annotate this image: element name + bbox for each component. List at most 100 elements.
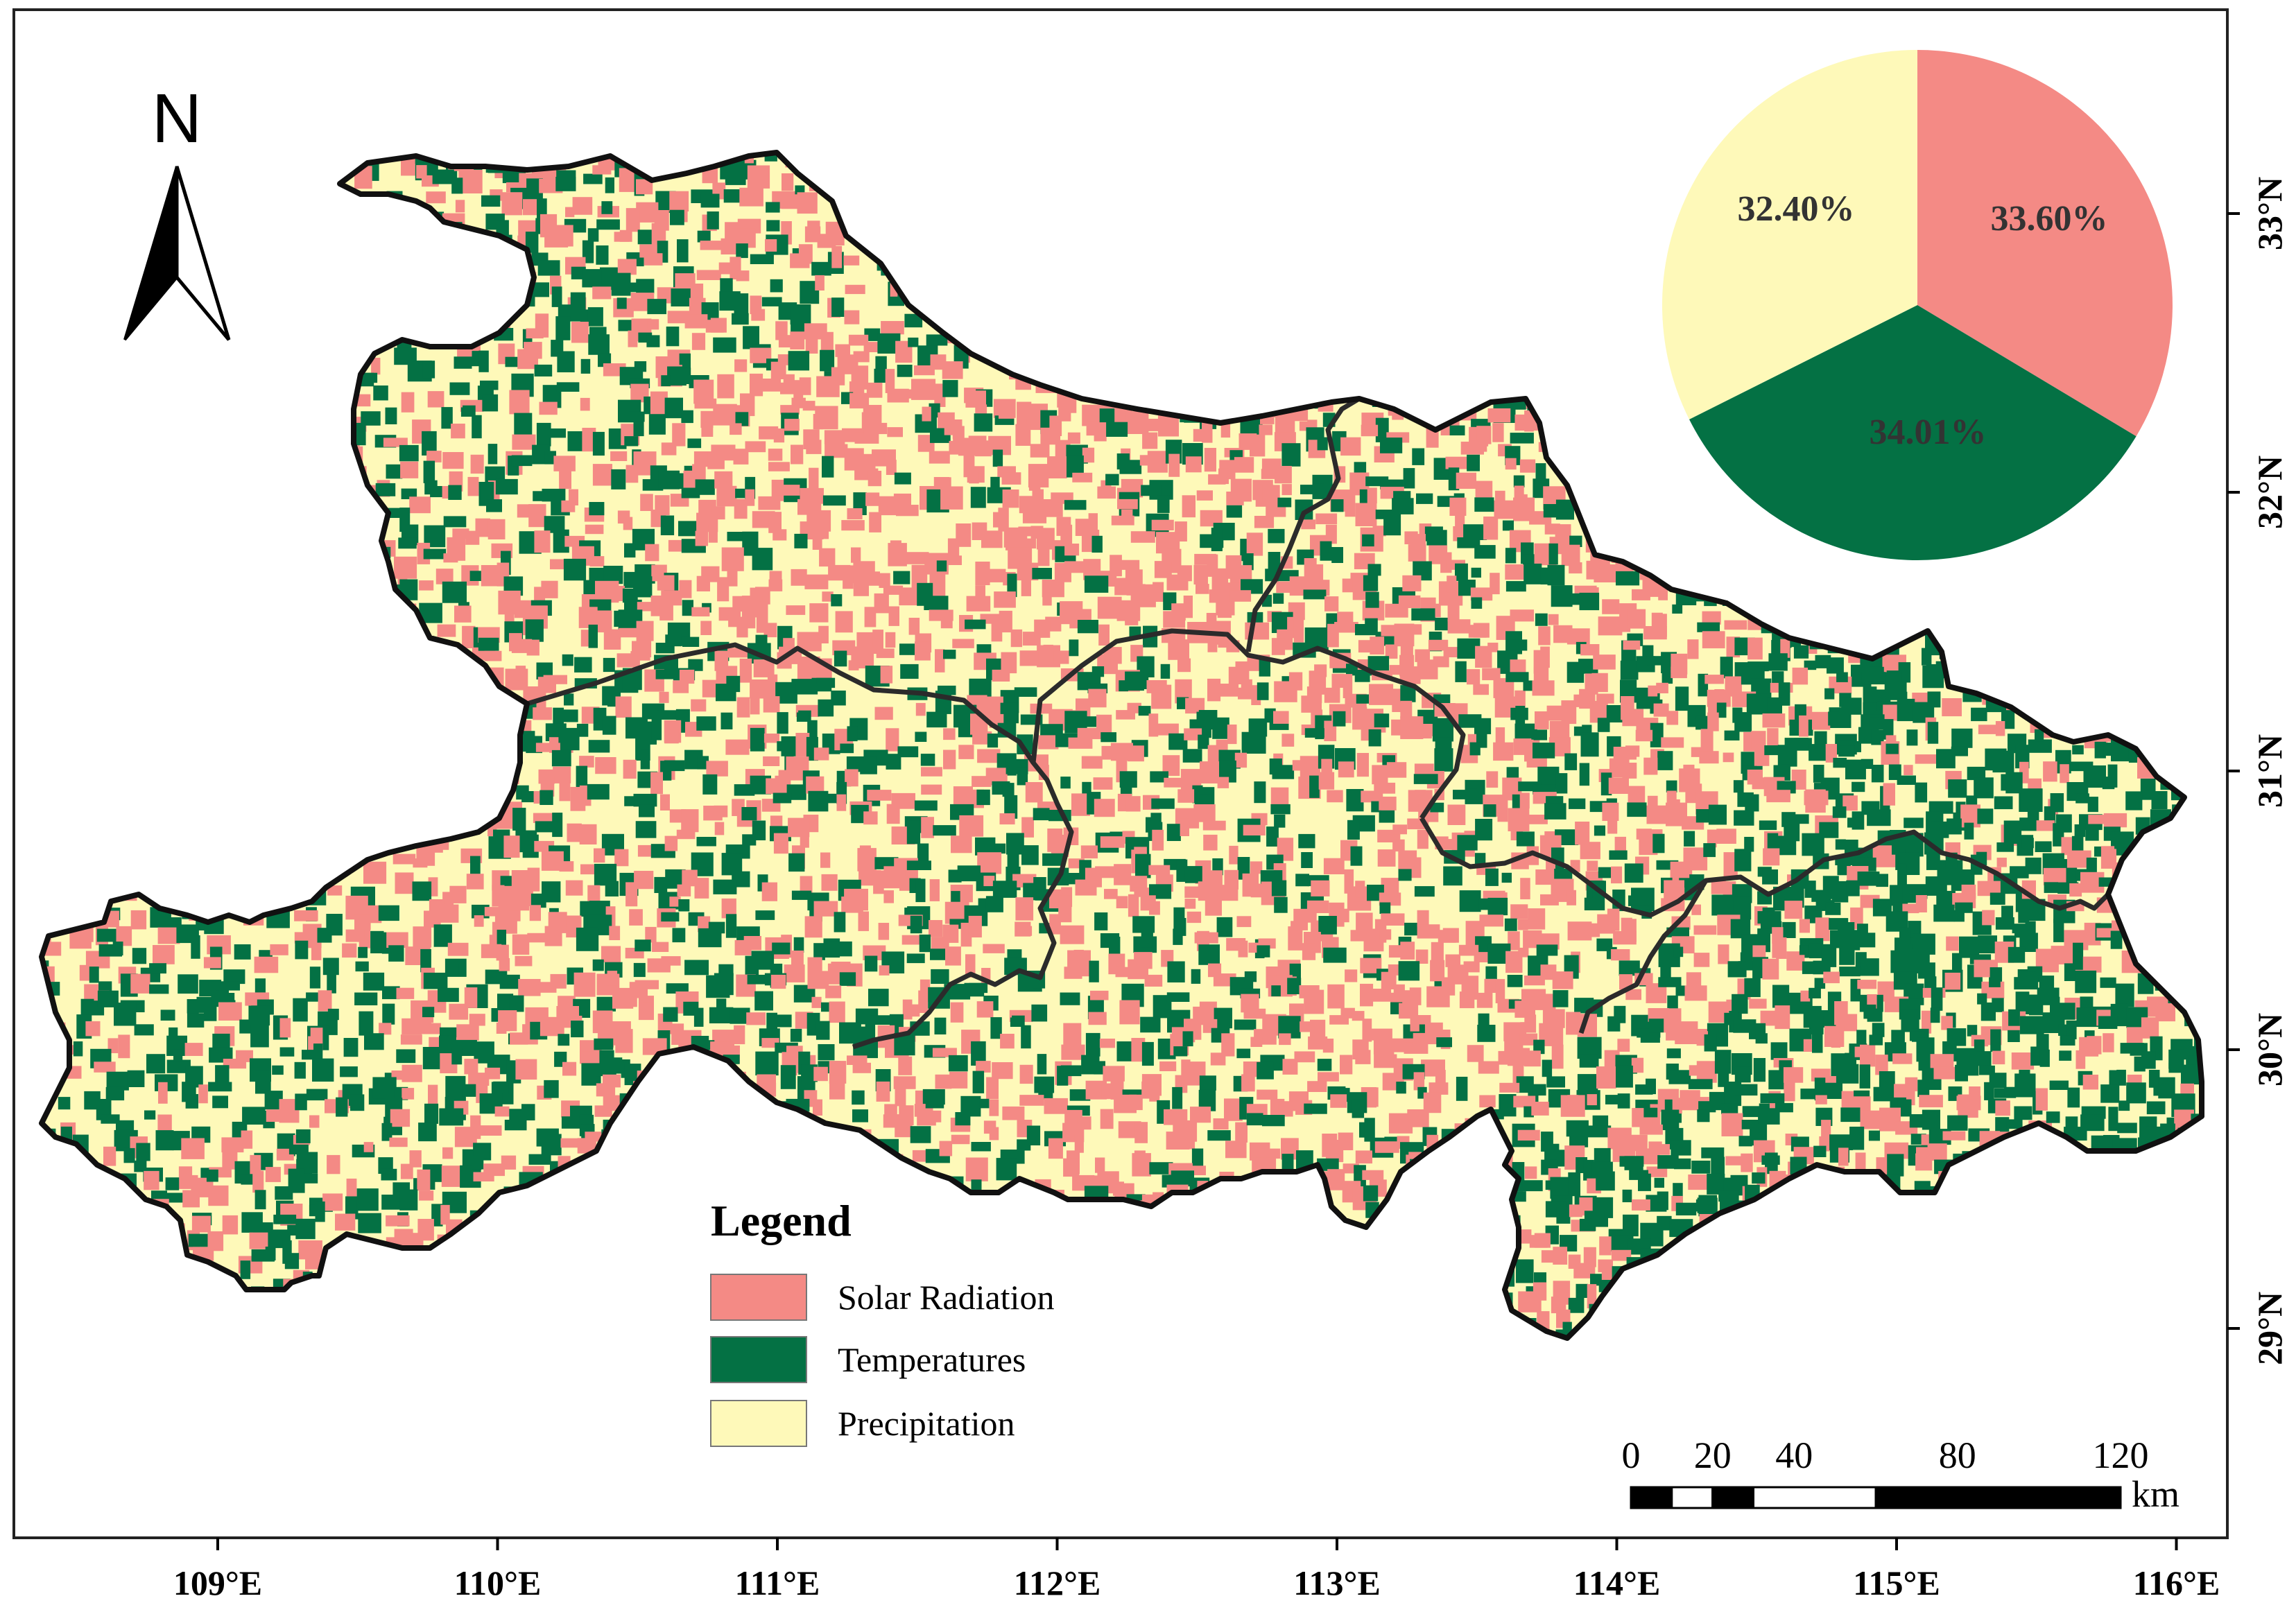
raster-cell: [1128, 745, 1144, 762]
raster-cell: [815, 515, 829, 539]
raster-cell: [773, 833, 788, 854]
raster-cell: [1021, 574, 1031, 596]
raster-cell: [1502, 520, 1514, 531]
raster-cell: [1433, 656, 1449, 668]
raster-cell: [1445, 456, 1469, 469]
raster-cell: [696, 575, 710, 591]
raster-cell: [725, 739, 750, 755]
raster-cell: [449, 382, 470, 395]
raster-cell: [1355, 624, 1376, 636]
raster-cell: [1125, 796, 1141, 812]
raster-cell: [906, 953, 925, 964]
raster-cell: [1381, 913, 1405, 926]
raster-cell: [874, 368, 886, 383]
raster-cell: [945, 946, 961, 966]
raster-cell: [1018, 926, 1033, 936]
raster-cell: [1897, 698, 1915, 722]
raster-cell: [713, 337, 736, 353]
raster-cell: [868, 471, 882, 487]
raster-cell: [1838, 745, 1855, 757]
raster-cell: [866, 382, 883, 398]
raster-cell: [443, 516, 467, 528]
raster-cell: [977, 749, 1001, 763]
raster-cell: [706, 761, 728, 777]
raster-cell: [1861, 759, 1874, 769]
raster-cell: [768, 449, 783, 461]
raster-cell: [1216, 917, 1233, 937]
raster-cell: [821, 874, 838, 891]
raster-cell: [1666, 711, 1679, 725]
raster-cell: [1443, 866, 1462, 886]
raster-cell: [929, 879, 940, 901]
raster-cell: [1824, 688, 1835, 700]
raster-cell: [1697, 622, 1720, 632]
raster-cell: [1104, 889, 1118, 899]
raster-cell: [1082, 447, 1095, 463]
raster-cell: [1548, 543, 1558, 565]
raster-cell: [880, 666, 893, 684]
raster-cell: [721, 547, 744, 571]
raster-cell: [822, 456, 834, 478]
raster-cell: [921, 817, 934, 838]
raster-cell: [1734, 810, 1754, 826]
raster-cell: [1746, 693, 1768, 715]
raster-cell: [1417, 910, 1429, 927]
raster-cell: [1272, 593, 1284, 604]
raster-cell: [422, 361, 435, 379]
raster-cell: [933, 573, 946, 598]
raster-cell: [1815, 917, 1830, 942]
raster-cell: [1345, 494, 1356, 517]
raster-cell: [1762, 869, 1778, 885]
raster-cell: [399, 444, 419, 462]
raster-cell: [1094, 424, 1107, 442]
raster-cell: [636, 621, 654, 641]
raster-cell: [1091, 535, 1103, 553]
raster-cell: [976, 789, 990, 806]
raster-cell: [1666, 780, 1677, 792]
raster-cell: [1257, 945, 1270, 957]
raster-cell: [659, 604, 673, 621]
raster-cell: [1942, 698, 1962, 717]
raster-cell: [1100, 836, 1125, 848]
raster-cell: [1442, 928, 1459, 943]
raster-cell: [1173, 928, 1183, 945]
raster-cell: [526, 328, 544, 339]
raster-cell: [412, 881, 432, 901]
raster-cell: [730, 423, 742, 435]
raster-cell: [710, 318, 727, 333]
raster-cell: [1118, 560, 1140, 570]
raster-cell: [1379, 902, 1391, 914]
raster-cell: [670, 209, 684, 225]
raster-cell: [1141, 933, 1153, 948]
raster-cell: [1075, 879, 1097, 896]
raster-cell: [572, 197, 593, 215]
raster-cell: [555, 177, 576, 191]
raster-cell: [1025, 538, 1037, 549]
raster-cell: [1540, 894, 1559, 905]
raster-cell: [660, 794, 670, 811]
raster-cell: [651, 223, 666, 245]
raster-cell: [1623, 640, 1641, 650]
raster-cell: [1138, 591, 1156, 607]
raster-cell: [1281, 484, 1292, 496]
raster-cell: [757, 379, 782, 392]
raster-cell: [595, 757, 616, 774]
raster-cell: [563, 558, 587, 581]
raster-cell: [661, 912, 680, 922]
raster-cell: [924, 596, 949, 610]
raster-cell: [1483, 804, 1496, 817]
raster-cell: [926, 711, 947, 728]
raster-cell: [1019, 650, 1039, 666]
raster-cell: [551, 749, 571, 767]
raster-cell: [943, 749, 956, 770]
raster-cell: [1532, 680, 1555, 696]
raster-cell: [739, 187, 763, 207]
raster-cell: [808, 790, 829, 812]
raster-cell: [1375, 417, 1389, 442]
raster-cell: [589, 556, 605, 567]
raster-cell: [1411, 608, 1435, 621]
raster-cell: [1033, 808, 1050, 821]
raster-cell: [716, 684, 736, 702]
raster-cell: [1784, 901, 1803, 919]
raster-cell: [1317, 437, 1328, 451]
